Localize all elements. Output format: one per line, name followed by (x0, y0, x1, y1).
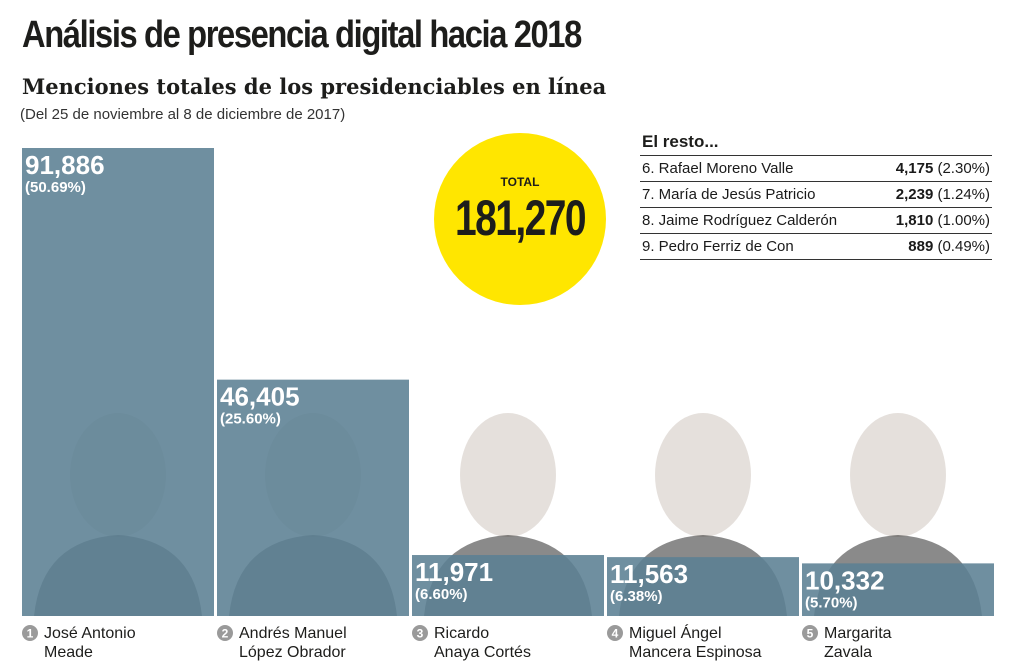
candidate-name-line: Anaya Cortés (434, 644, 531, 661)
candidate-name-line: Meade (44, 644, 93, 661)
bar-4 (607, 557, 799, 616)
rank-number: 1 (27, 627, 34, 641)
bar-pct-label: (5.70%) (805, 594, 858, 611)
table-row: 7. María de Jesús Patricio 2,239 (1.24%) (640, 181, 992, 207)
candidate-name-line: Mancera Espinosa (629, 644, 762, 661)
rest-value: 4,175 (895, 160, 934, 177)
rank-badge (607, 625, 623, 641)
rank-badge (22, 625, 38, 641)
candidate-name-line: López Obrador (239, 644, 346, 661)
bar-2 (217, 379, 409, 616)
candidate-name-line: José Antonio (44, 625, 136, 642)
total-value: 181,270 (454, 190, 587, 246)
bar-pct-label: (25.60%) (220, 411, 281, 428)
rest-pct: (2.30%) (937, 160, 990, 177)
bar-value-label: 91,886 (25, 150, 105, 180)
rest-value: 1,810 (895, 212, 934, 229)
bar-value-label: 11,563 (610, 559, 688, 589)
table-row: 6. Rafael Moreno Valle 4,175 (2.30%) (640, 155, 992, 181)
rest-value: 2,239 (895, 186, 934, 203)
total-label: TOTAL (500, 175, 540, 189)
bar-1 (22, 148, 214, 616)
page-title: Análisis de presencia digital hacia 2018 (22, 14, 582, 56)
candidate-name-line: Margarita (824, 625, 892, 642)
candidate-name-line: Zavala (824, 644, 872, 661)
rest-name: 9. Pedro Ferriz de Con (642, 238, 794, 255)
rest-value: 889 (908, 238, 934, 255)
bar-pct-label: (6.60%) (415, 586, 468, 603)
rest-pct: (1.24%) (937, 186, 990, 203)
candidate-name-line: Miguel Ángel (629, 623, 722, 642)
rest-name: 6. Rafael Moreno Valle (642, 160, 794, 177)
chart-subtitle: Menciones totales de los presidenciables… (22, 74, 607, 99)
bar-value-label: 46,405 (220, 382, 300, 412)
rest-name: 7. María de Jesús Patricio (642, 186, 816, 203)
rank-badge (217, 625, 233, 641)
rank-number: 5 (807, 627, 814, 641)
table-row: 9. Pedro Ferriz de Con 889 (0.49%) (640, 233, 992, 260)
portrait-head (655, 413, 751, 537)
rest-pct: (1.00%) (937, 212, 990, 229)
date-range: (Del 25 de noviembre al 8 de diciembre d… (20, 106, 346, 123)
bar-value-label: 10,332 (805, 565, 885, 595)
total-badge: TOTAL 181,270 (434, 133, 606, 305)
bar-5 (802, 563, 994, 616)
portrait-head (850, 413, 946, 537)
bar-pct-label: (6.38%) (610, 588, 663, 605)
rank-badge (802, 625, 818, 641)
rank-number: 2 (222, 627, 229, 641)
candidate-name-line: Andrés Manuel (239, 625, 347, 642)
bar-3 (412, 555, 604, 616)
table-row: 8. Jaime Rodríguez Calderón 1,810 (1.00%… (640, 207, 992, 233)
bar-pct-label: (50.69%) (25, 179, 86, 196)
candidate-name-line: Ricardo (434, 625, 489, 642)
rank-number: 3 (417, 627, 424, 641)
rank-badge (412, 625, 428, 641)
rest-title: El resto... (642, 132, 719, 151)
bar-value-label: 11,971 (415, 557, 493, 587)
rest-name: 8. Jaime Rodríguez Calderón (642, 212, 838, 229)
rank-number: 4 (612, 627, 619, 641)
rest-pct: (0.49%) (937, 238, 990, 255)
rest-table: El resto... 6. Rafael Moreno Valle 4,175… (640, 132, 992, 260)
portrait-head (460, 413, 556, 537)
